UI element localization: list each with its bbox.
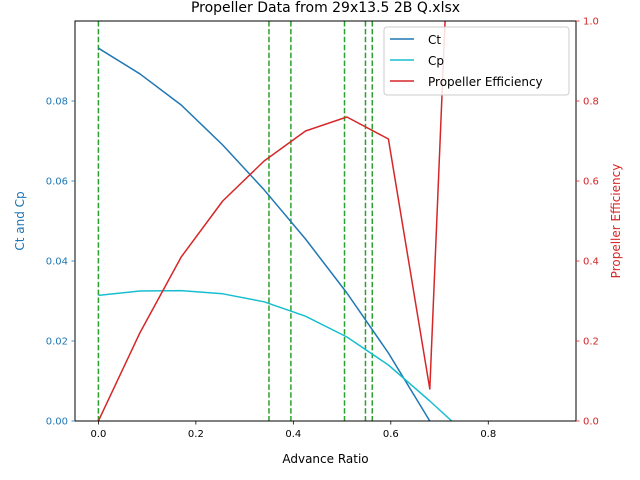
legend-label-ct: Ct — [428, 33, 441, 47]
right-y-tick-label: 0.8 — [583, 97, 599, 108]
series-lines — [97, 21, 453, 421]
x-tick-label: 0.8 — [480, 429, 496, 440]
left-y-axis-label: Ct and Cp — [13, 191, 27, 250]
right-y-tick-label: 0.2 — [583, 337, 599, 348]
right-y-axis-label: Propeller Efficiency — [609, 164, 623, 279]
chart-title: Propeller Data from 29x13.5 2B Q.xlsx — [191, 0, 460, 16]
left-y-tick-label: 0.04 — [46, 257, 68, 268]
legend-label-efficiency: Propeller Efficiency — [428, 75, 543, 89]
right-y-tick-label: 0.6 — [583, 177, 599, 188]
x-tick-label: 0.6 — [383, 429, 399, 440]
x-tick-label: 0.4 — [285, 429, 301, 440]
x-axis-label: Advance Ratio — [282, 452, 368, 466]
series-line-cp — [98, 289, 453, 421]
left-y-tick-label: 0.02 — [46, 337, 68, 348]
left-y-tick-label: 0.08 — [46, 97, 68, 108]
legend-label-cp: Cp — [428, 54, 444, 68]
right-y-tick-label: 1.0 — [583, 17, 599, 28]
series-line-ct — [98, 47, 431, 421]
x-tick-label: 0.0 — [90, 429, 106, 440]
plot-frame — [74, 20, 577, 422]
left-y-axis-ticks: 0.00 0.02 0.04 0.06 0.08 — [46, 97, 75, 428]
legend-box — [383, 26, 570, 96]
right-y-tick-label: 0.0 — [583, 417, 599, 428]
left-y-tick-label: 0.06 — [46, 177, 68, 188]
legend: Ct Cp Propeller Efficiency — [383, 26, 570, 96]
series-line-propeller-efficiency — [97, 21, 446, 421]
right-y-tick-label: 0.4 — [583, 257, 599, 268]
left-y-tick-label: 0.00 — [46, 417, 68, 428]
right-y-axis-ticks: 0.0 0.2 0.4 0.6 0.8 1.0 — [576, 17, 599, 428]
x-tick-label: 0.2 — [188, 429, 204, 440]
x-axis-ticks: 0.0 0.2 0.4 0.6 0.8 — [90, 421, 496, 440]
